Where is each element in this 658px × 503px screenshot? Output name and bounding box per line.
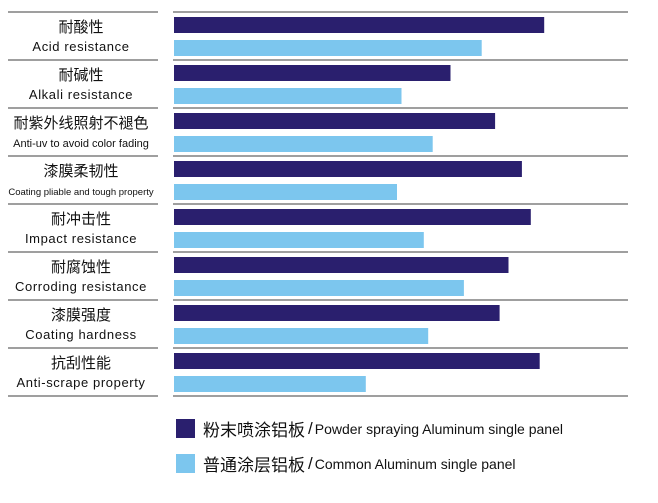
category-label-zh: 耐紫外线照射不褪色: [13, 114, 148, 132]
bar-common: [174, 40, 482, 56]
bar-powder: [174, 17, 545, 33]
bar-chart: 耐酸性 Acid resistance 耐碱性 Alkali resistance 耐紫…: [8, 11, 628, 397]
legend-swatch-powder: [176, 419, 195, 438]
category-label-en: Corroding resistance: [15, 279, 147, 294]
category-label-en: Impact resistance: [25, 231, 137, 246]
bar-common: [174, 280, 464, 296]
legend-swatch-common: [176, 454, 195, 473]
bar-powder: [174, 209, 531, 225]
category-label-zh: 耐冲击性: [51, 210, 111, 228]
bar-powder: [174, 113, 496, 129]
bar-common: [174, 376, 366, 392]
category-label-zh: 漆膜强度: [51, 306, 111, 324]
bar-common: [174, 88, 402, 104]
bar-powder: [174, 161, 522, 177]
bar-common: [174, 328, 429, 344]
legend-label-en: Common Aluminum single panel: [314, 455, 516, 472]
legend-label-zh: 粉末喷涂铝板: [203, 421, 305, 441]
legend-label-en: Powder spraying Aluminum single panel: [314, 420, 563, 437]
bar-powder: [174, 305, 500, 321]
legend-item-powder: 粉末喷涂铝板 / Powder spraying Aluminum single…: [176, 416, 563, 441]
category-label-en: Anti-scrape property: [16, 375, 145, 390]
bar-powder: [174, 257, 509, 273]
category-label-en: Coating pliable and tough property: [8, 187, 153, 198]
bars: [174, 17, 545, 392]
category-label-en: Acid resistance: [32, 39, 129, 54]
category-label-zh: 耐腐蚀性: [51, 258, 111, 276]
legend-item-common: 普通涂层铝板 / Common Aluminum single panel: [176, 451, 516, 476]
bar-common: [174, 184, 397, 200]
category-label-en: Anti-uv to avoid color fading: [13, 138, 149, 150]
legend-label-zh: 普通涂层铝板: [203, 456, 305, 476]
category-label-zh: 耐碱性: [58, 66, 103, 84]
legend-separator: /: [308, 418, 313, 438]
category-label-en: Coating hardness: [25, 327, 137, 342]
legend-separator: /: [308, 453, 313, 473]
category-label-zh: 漆膜柔韧性: [43, 162, 118, 180]
category-label-zh: 抗刮性能: [51, 354, 111, 372]
row-dividers: [8, 11, 628, 397]
category-label-en: Alkali resistance: [29, 87, 133, 102]
category-label-zh: 耐酸性: [58, 18, 103, 36]
bar-common: [174, 232, 424, 248]
bar-powder: [174, 353, 540, 369]
bar-common: [174, 136, 433, 152]
bar-powder: [174, 65, 451, 81]
category-labels: 耐酸性 Acid resistance 耐碱性 Alkali resistance 耐紫…: [8, 18, 153, 390]
